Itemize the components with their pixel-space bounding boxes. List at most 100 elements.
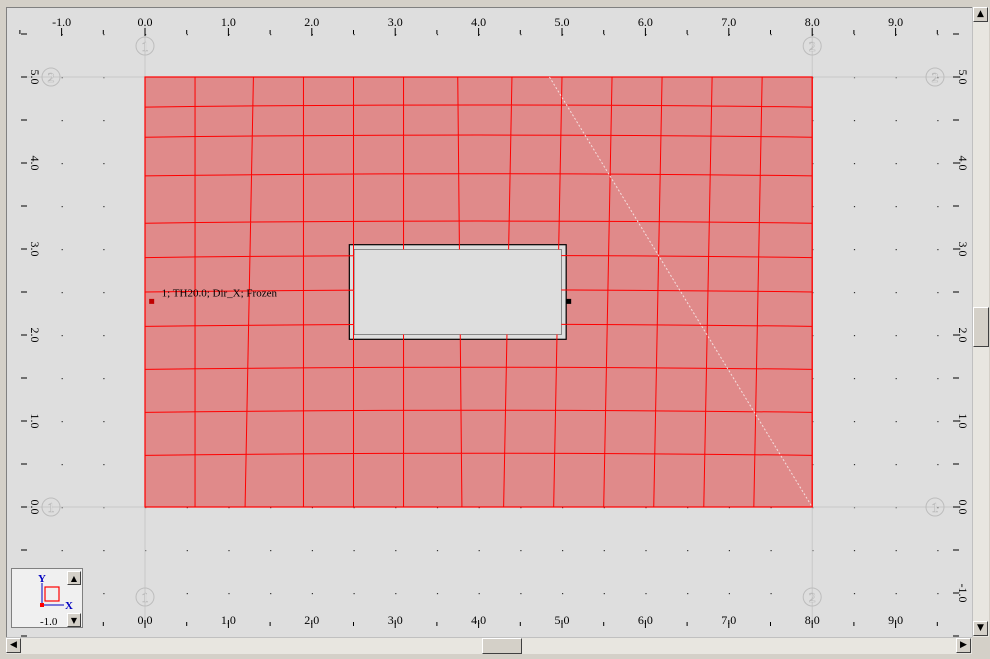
ruler-left-label: 2.0 bbox=[28, 328, 42, 343]
level-up-button[interactable]: ▲ bbox=[67, 571, 81, 585]
grid-dot bbox=[145, 34, 147, 36]
annotation-marker bbox=[149, 298, 155, 304]
grid-dot bbox=[937, 120, 939, 122]
ruler-top-label: 5.0 bbox=[555, 15, 570, 29]
slab-annotation-text: 1; TH20.0; Dir_X; Frozen bbox=[162, 287, 278, 299]
grid-dot bbox=[395, 550, 397, 552]
grid-bubble bbox=[925, 67, 945, 87]
ruler-bottom-label: 1.0 bbox=[221, 613, 236, 627]
vertical-scrollbar[interactable]: ▲ ▼ bbox=[972, 7, 989, 637]
ruler-top-label: 0.0 bbox=[138, 15, 153, 29]
grid-dot bbox=[853, 464, 856, 466]
grid-dot bbox=[728, 550, 730, 552]
grid-dot bbox=[103, 206, 105, 208]
grid-dot bbox=[228, 550, 230, 552]
grid-dot bbox=[61, 206, 63, 208]
opening-node-marker[interactable] bbox=[566, 298, 572, 304]
grid-dot bbox=[603, 550, 605, 552]
grid-bubble-label: 1 bbox=[142, 591, 149, 606]
grid-dot bbox=[812, 378, 814, 380]
drawing-svg[interactable]: 1 2 1 2 2 2 1 1 1; TH20.0; Dir_X; Frozen -1.0 0.0 1… bbox=[7, 8, 973, 638]
ruler-left-label: 4.0 bbox=[28, 156, 42, 171]
grid-bubble bbox=[135, 36, 155, 56]
vertical-scroll-thumb[interactable] bbox=[973, 307, 989, 347]
scroll-down-arrow[interactable]: ▼ bbox=[973, 621, 988, 636]
grid-dot bbox=[395, 593, 397, 595]
grid-dot bbox=[853, 421, 856, 423]
scroll-left-arrow[interactable]: ◀ bbox=[6, 638, 21, 653]
grid-dot bbox=[228, 34, 230, 36]
grid-dot bbox=[687, 34, 689, 36]
grid-dot bbox=[937, 421, 939, 423]
grid-dot bbox=[895, 593, 897, 595]
grid-dot bbox=[61, 249, 63, 251]
grid-dot bbox=[853, 163, 856, 165]
level-down-button[interactable]: ▼ bbox=[67, 613, 81, 627]
grid-dot bbox=[853, 378, 856, 380]
grid-dot bbox=[478, 550, 480, 552]
grid-dot bbox=[103, 378, 105, 380]
grid-dot bbox=[853, 120, 856, 122]
grid-dot bbox=[895, 292, 897, 294]
grid-dot bbox=[895, 163, 897, 165]
ruler-right-label: -1.0 bbox=[956, 584, 970, 603]
grid-dot bbox=[270, 593, 272, 595]
drawing-canvas[interactable]: 1 2 1 2 2 2 1 1 1; TH20.0; Dir_X; Frozen -1.0 0.0 1… bbox=[6, 7, 973, 638]
grid-dot bbox=[61, 421, 63, 423]
grid-dot bbox=[895, 335, 897, 337]
ruler-top-label: 7.0 bbox=[721, 15, 736, 29]
ruler-right-label: 4.0 bbox=[956, 156, 970, 171]
grid-bubble bbox=[41, 497, 61, 517]
grid-dot bbox=[812, 550, 814, 552]
level-value: -1.0 bbox=[40, 616, 58, 628]
grid-bubble-label: 2 bbox=[809, 591, 816, 606]
grid-dot bbox=[103, 163, 105, 165]
opening-mask bbox=[354, 249, 562, 335]
ruler-top-label: 4.0 bbox=[471, 15, 486, 29]
grid-dot bbox=[895, 77, 897, 79]
grid-bubble bbox=[41, 67, 61, 87]
ruler-right-label: 5.0 bbox=[956, 70, 970, 85]
ruler-top-label: 1.0 bbox=[221, 15, 236, 29]
grid-bubble bbox=[802, 36, 822, 56]
grid-dot bbox=[145, 550, 147, 552]
grid-dot bbox=[270, 550, 272, 552]
grid-bubble-label: 2 bbox=[48, 71, 55, 86]
grid-dot bbox=[937, 34, 939, 36]
scroll-right-arrow[interactable]: ▶ bbox=[956, 638, 971, 653]
axes-icon: Y X -1.0 bbox=[38, 573, 73, 628]
ruler-left-label: 0.0 bbox=[28, 500, 42, 515]
horizontal-scrollbar[interactable]: ◀ ▶ bbox=[6, 637, 972, 654]
ruler-left-label: 1.0 bbox=[28, 414, 42, 429]
grid-dot bbox=[520, 34, 522, 36]
grid-dot bbox=[103, 550, 105, 552]
grid-bubble bbox=[135, 587, 155, 607]
ruler-bottom-label: 6.0 bbox=[638, 613, 653, 627]
coordinate-system-widget[interactable]: Y X -1.0 ▲ ▼ bbox=[11, 568, 83, 628]
grid-dot bbox=[311, 550, 313, 552]
grid-bubble-label: 1 bbox=[48, 501, 55, 516]
grid-dot bbox=[812, 464, 814, 466]
grid-dot bbox=[895, 120, 897, 122]
grid-dot bbox=[61, 464, 63, 466]
grid-dot bbox=[853, 593, 856, 595]
grid-dot bbox=[895, 206, 897, 208]
grid-dot bbox=[937, 550, 939, 552]
grid-dot bbox=[61, 507, 63, 509]
grid-dot bbox=[478, 593, 480, 595]
grid-dot bbox=[937, 292, 939, 294]
grid-dot bbox=[812, 335, 814, 337]
ruler-top-label: 9.0 bbox=[888, 15, 903, 29]
grid-dot bbox=[812, 120, 814, 122]
grid-dot bbox=[937, 335, 939, 337]
grid-dot bbox=[61, 335, 63, 337]
grid-bubble-label: 1 bbox=[932, 501, 939, 516]
grid-dot bbox=[895, 464, 897, 466]
grid-dot bbox=[603, 593, 605, 595]
grid-dot bbox=[853, 550, 856, 552]
ruler-bottom-label: 5.0 bbox=[555, 613, 570, 627]
scroll-up-arrow[interactable]: ▲ bbox=[973, 7, 988, 22]
horizontal-scroll-thumb[interactable] bbox=[482, 638, 522, 654]
grid-dot bbox=[812, 593, 814, 595]
grid-dot bbox=[895, 34, 897, 36]
